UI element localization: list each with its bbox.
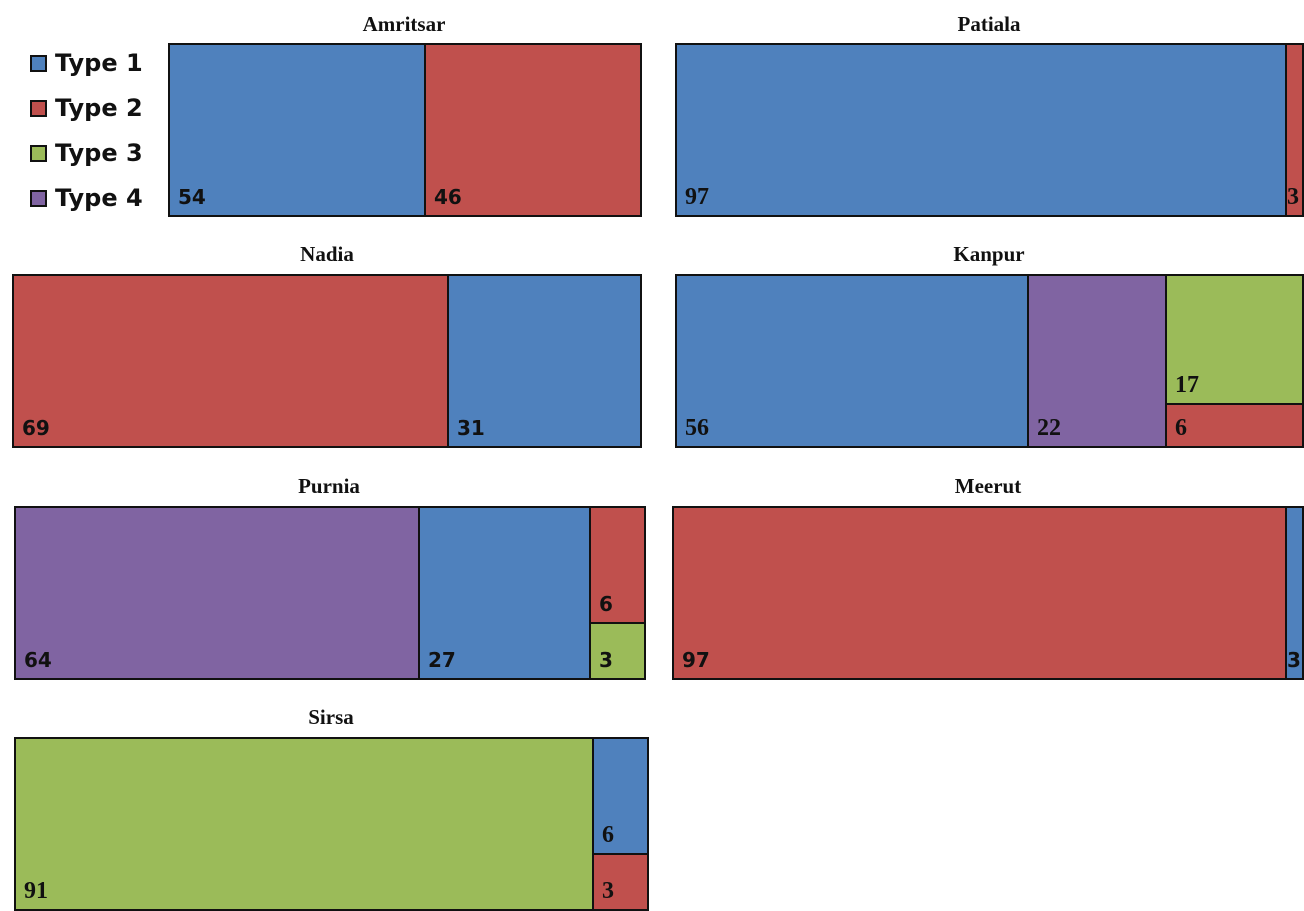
data-label-meerut-type-2: 97 xyxy=(682,648,710,672)
treemap-cell-kanpur-type-4: 22 xyxy=(1027,274,1167,448)
legend-label-type-1: Type 1 xyxy=(55,49,143,77)
data-label-kanpur-type-1: 56 xyxy=(685,415,709,441)
legend-label-type-4: Type 4 xyxy=(55,184,143,212)
treemap-panel-nadia: 69 31 xyxy=(12,274,642,448)
data-label-purnia-type-2: 6 xyxy=(599,592,613,616)
data-label-kanpur-type-3: 17 xyxy=(1175,372,1199,398)
data-label-meerut-type-1: 3 xyxy=(1287,648,1301,672)
panel-title-meerut: Meerut xyxy=(954,474,1022,498)
treemap-cell-sirsa-type-1: 6 xyxy=(592,737,649,855)
legend-swatch-type-2 xyxy=(30,100,47,117)
data-label-kanpur-type-2: 6 xyxy=(1175,415,1187,441)
treemap-panel-sirsa: 91 6 3 xyxy=(14,737,649,911)
data-label-nadia-type-1: 31 xyxy=(457,416,485,440)
treemap-cell-kanpur-type-1: 56 xyxy=(675,274,1029,448)
treemap-panel-patiala: 97 3 xyxy=(675,43,1304,217)
panel-title-purnia: Purnia xyxy=(298,474,360,498)
data-label-amritsar-type-1: 54 xyxy=(178,185,206,209)
data-label-nadia-type-2: 69 xyxy=(22,416,50,440)
data-label-purnia-type-4: 64 xyxy=(24,648,52,672)
treemap-cell-sirsa-type-2: 3 xyxy=(592,853,649,911)
treemap-cell-purnia-type-2: 6 xyxy=(589,506,646,624)
treemap-panel-kanpur: 56 22 17 6 xyxy=(675,274,1304,448)
legend-swatch-type-4 xyxy=(30,190,47,207)
legend-label-type-2: Type 2 xyxy=(55,94,143,122)
data-label-patiala-type-2: 3 xyxy=(1287,184,1299,210)
panel-title-amritsar: Amritsar xyxy=(362,12,446,36)
panel-title-patiala: Patiala xyxy=(957,12,1021,36)
treemap-cell-meerut-type-1: 3 xyxy=(1285,506,1304,680)
treemap-cell-amritsar-type-2: 46 xyxy=(424,43,642,217)
panel-title-nadia: Nadia xyxy=(300,242,354,266)
panel-title-kanpur: Kanpur xyxy=(953,242,1025,266)
treemap-cell-purnia-type-4: 64 xyxy=(14,506,420,680)
treemap-cell-patiala-type-1: 97 xyxy=(675,43,1287,217)
treemap-cell-kanpur-type-3: 17 xyxy=(1165,274,1304,405)
data-label-sirsa-type-1: 6 xyxy=(602,822,614,848)
data-label-patiala-type-1: 97 xyxy=(685,184,709,210)
treemap-cell-nadia-type-2: 69 xyxy=(12,274,449,448)
treemap-cell-nadia-type-1: 31 xyxy=(447,274,642,448)
legend-swatch-type-1 xyxy=(30,55,47,72)
treemap-panel-amritsar: 54 46 xyxy=(168,43,642,217)
treemap-cell-amritsar-type-1: 54 xyxy=(168,43,426,217)
treemap-cell-purnia-type-1: 27 xyxy=(418,506,591,680)
legend-swatch-type-3 xyxy=(30,145,47,162)
panel-title-sirsa: Sirsa xyxy=(308,705,354,729)
treemap-cell-patiala-type-2: 3 xyxy=(1285,43,1304,217)
data-label-sirsa-type-2: 3 xyxy=(602,878,614,904)
treemap-cell-purnia-type-3: 3 xyxy=(589,622,646,680)
treemap-panel-purnia: 64 27 6 3 xyxy=(14,506,646,680)
data-label-amritsar-type-2: 46 xyxy=(434,185,462,209)
data-label-kanpur-type-4: 22 xyxy=(1037,415,1061,441)
treemap-panel-meerut: 97 3 xyxy=(672,506,1304,680)
treemap-cell-sirsa-type-3: 91 xyxy=(14,737,594,911)
data-label-purnia-type-3: 3 xyxy=(599,648,613,672)
treemap-cell-meerut-type-2: 97 xyxy=(672,506,1287,680)
data-label-purnia-type-1: 27 xyxy=(428,648,456,672)
legend-label-type-3: Type 3 xyxy=(55,139,143,167)
treemap-cell-kanpur-type-2: 6 xyxy=(1165,403,1304,448)
data-label-sirsa-type-3: 91 xyxy=(24,878,48,904)
